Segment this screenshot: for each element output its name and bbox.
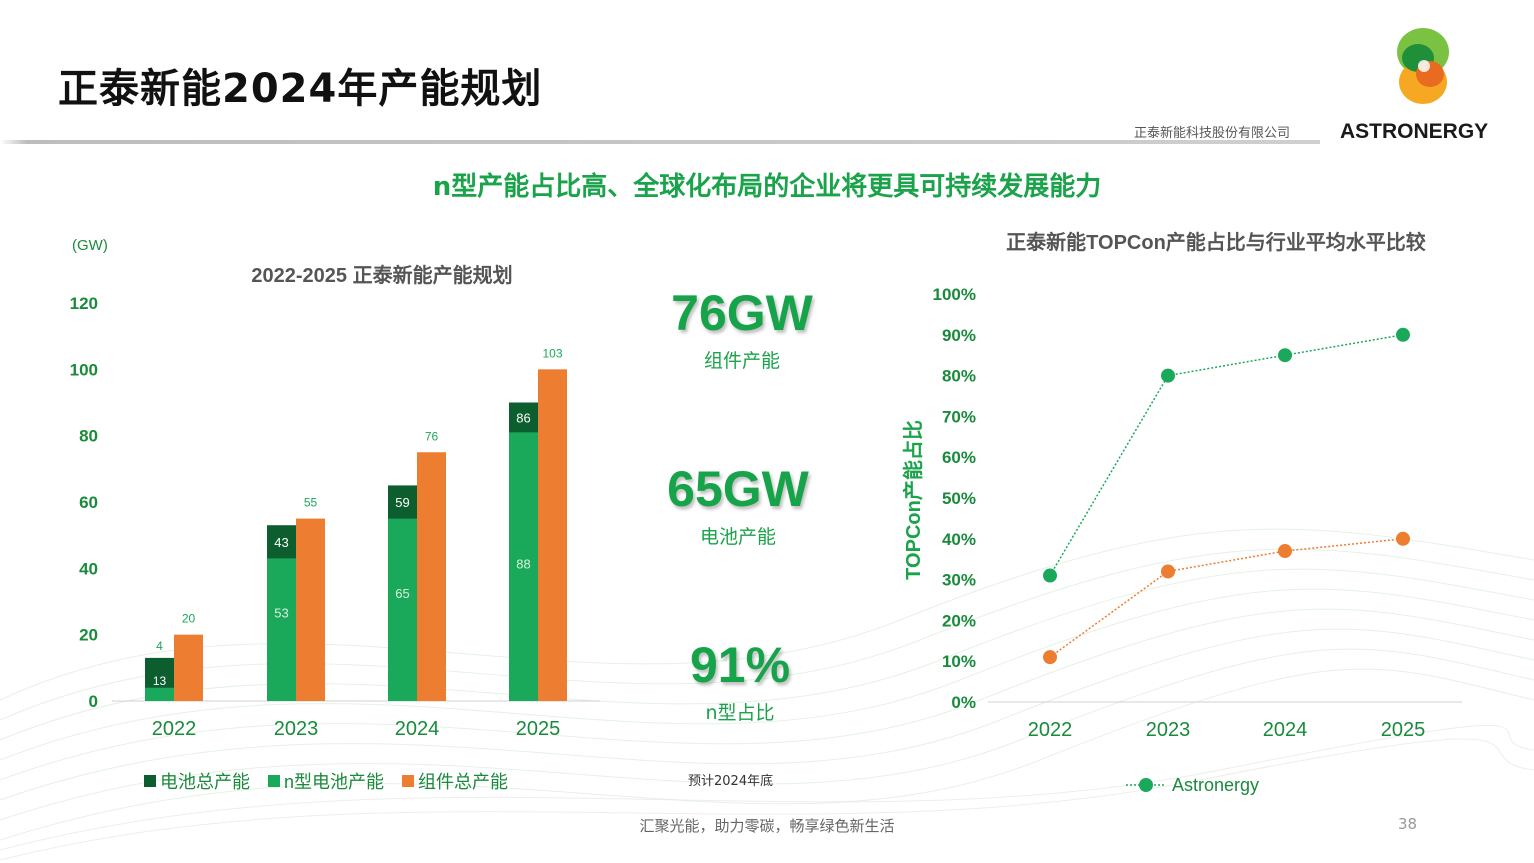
line-x-tick-label: 2023	[1146, 719, 1191, 741]
bar-x-tick-label: 2024	[395, 718, 440, 740]
line-y-tick-label: 90%	[942, 326, 976, 345]
line-point	[1396, 327, 1410, 342]
line-point	[1278, 348, 1292, 363]
line-y-tick-label: 60%	[942, 448, 976, 467]
topcon-share-line-chart: 正泰新能TOPCon产能占比与行业平均水平比较 TOPCon产能占比 0% 10%…	[901, 230, 1462, 795]
line-y-tick-label: 80%	[942, 367, 976, 386]
line-point	[1043, 650, 1057, 665]
line-point	[1043, 568, 1057, 583]
line-y-tick-label: 30%	[942, 571, 976, 590]
line-chart-ylabel: TOPCon产能占比	[901, 420, 925, 580]
astronergy-logo	[1397, 28, 1449, 104]
bar-n-type-cell	[509, 432, 538, 701]
bar-data-label: 43	[274, 535, 288, 550]
bar-y-tick-label: 100	[70, 360, 98, 379]
line-point	[1278, 544, 1292, 559]
line-point	[1161, 564, 1175, 579]
stat-label: 组件产能	[703, 350, 780, 372]
stat-label: 电池产能	[699, 526, 776, 548]
bar-data-label: 88	[516, 557, 530, 572]
stat-value: 76GW	[671, 285, 813, 341]
line-y-tick-label: 10%	[942, 652, 976, 671]
bar-n-type-cell	[388, 518, 417, 701]
bar-data-label: 59	[395, 495, 409, 510]
bar-module-total	[417, 452, 446, 701]
line-x-tick-label: 2024	[1263, 719, 1308, 741]
line-y-tick-label: 100%	[933, 285, 976, 304]
bar-y-tick-label: 120	[70, 294, 98, 313]
bar-legend-label: 组件总产能	[418, 772, 508, 792]
line-x-tick-label: 2022	[1028, 719, 1073, 741]
page-title: 正泰新能2024年产能规划	[58, 66, 543, 112]
bar-y-tick-label: 40	[79, 559, 98, 578]
line-x-tick-label: 2025	[1381, 719, 1426, 741]
line-y-tick-label: 40%	[942, 530, 976, 549]
bar-data-label: 76	[425, 429, 439, 443]
stat-cell-capacity: 65GW 电池产能	[608, 460, 868, 549]
line-y-tick-label: 50%	[942, 489, 976, 508]
bar-legend-swatch	[268, 775, 280, 787]
bar-x-tick-label: 2023	[274, 718, 319, 740]
bar-module-total	[296, 518, 325, 701]
slide-subtitle: n型产能占比高、全球化布局的企业将更具可持续发展能力	[432, 172, 1102, 202]
bar-data-label: 103	[542, 346, 562, 360]
bar-y-tick-label: 0	[89, 692, 98, 711]
bar-data-label: 53	[274, 606, 288, 621]
header-divider	[0, 140, 1320, 144]
page-number: 38	[1398, 815, 1418, 833]
bar-chart-unit-label: (GW)	[72, 237, 108, 254]
line-series-astronergy	[1049, 334, 1404, 576]
bar-module-total	[538, 369, 567, 701]
bar-data-label: 4	[156, 639, 163, 653]
capacity-bar-chart: (GW) 2022-2025 正泰新能产能规划 020406080100120 …	[70, 237, 600, 792]
bar-data-label: 13	[153, 674, 167, 688]
logo-wordmark: ASTRONERGY	[1340, 120, 1489, 143]
bar-x-tick-label: 2025	[516, 718, 561, 740]
bar-y-tick-label: 80	[79, 427, 98, 446]
line-series-industry	[1049, 538, 1404, 658]
line-point	[1396, 531, 1410, 546]
bar-y-tick-label: 20	[79, 626, 98, 645]
footer-slogan: 汇聚光能，助力零碳，畅享绿色新生活	[639, 817, 895, 835]
bar-module-total	[174, 634, 203, 701]
bar-chart-title: 2022-2025 正泰新能产能规划	[251, 263, 512, 287]
line-legend-label: Astronergy	[1172, 775, 1259, 795]
line-legend-marker	[1139, 778, 1153, 792]
stat-value: 91%	[689, 637, 791, 693]
bar-legend-label: 电池总产能	[160, 772, 250, 792]
line-y-tick-label: 0%	[951, 693, 976, 712]
line-chart-title: 正泰新能TOPCon产能占比与行业平均水平比较	[1006, 230, 1426, 254]
bar-x-tick-label: 2022	[152, 718, 197, 740]
stat-value: 65GW	[667, 461, 809, 517]
bar-data-label: 86	[516, 410, 530, 425]
bar-n-type-cell	[267, 558, 296, 701]
line-y-tick-label: 20%	[942, 611, 976, 630]
line-point	[1161, 368, 1175, 383]
stat-n-type-share: 91% n型占比	[610, 636, 870, 725]
bar-legend-swatch	[402, 775, 414, 787]
stat-module-capacity: 76GW 组件产能	[612, 284, 872, 373]
bar-legend-label: n型电池产能	[284, 772, 384, 792]
stats-footnote: 预计2024年底	[688, 774, 774, 789]
bar-legend-swatch	[144, 775, 156, 787]
bar-data-label: 65	[395, 586, 409, 601]
line-y-tick-label: 70%	[942, 407, 976, 426]
bar-data-label: 20	[182, 612, 196, 626]
company-name: 正泰新能科技股份有限公司	[1134, 126, 1291, 141]
bar-data-label: 55	[304, 496, 318, 510]
bar-n-type-cell	[145, 687, 174, 701]
bar-y-tick-label: 60	[79, 493, 98, 512]
stat-label: n型占比	[705, 702, 775, 724]
